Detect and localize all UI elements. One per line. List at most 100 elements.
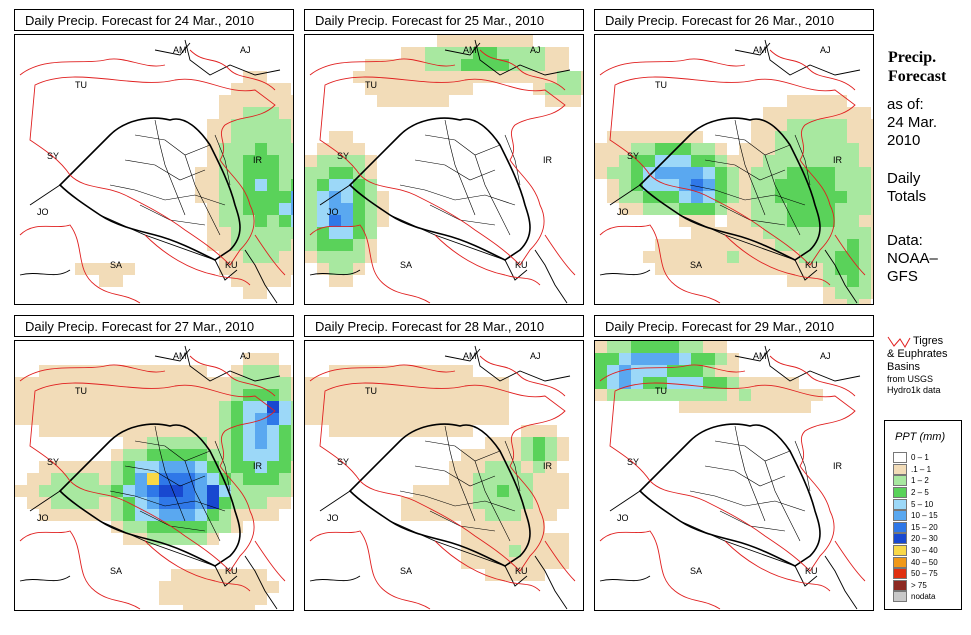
precip-cell [763,389,775,401]
precip-cell [39,389,51,401]
precip-grid [595,341,823,413]
precip-cell [267,275,279,287]
precip-cell [437,485,449,497]
precip-cell [231,449,243,461]
ppt-legend-label: 5 – 10 [911,499,934,509]
precip-cell [123,449,135,461]
basin-boundary [724,234,831,286]
precip-cell [607,179,619,191]
precip-cell [87,485,99,497]
precip-cell [509,533,521,545]
country-boundary [244,249,278,304]
precip-cell [715,353,727,365]
precip-cell [135,437,147,449]
precip-cell [679,215,691,227]
precip-cell [135,449,147,461]
precip-cell [279,461,291,473]
precip-cell [787,239,799,251]
precip-cell [231,275,243,287]
precip-cell [679,155,691,167]
precip-cell [449,461,461,473]
country-label: IR [253,461,263,471]
precip-cell [329,263,341,275]
precip-cell [727,215,739,227]
precip-cell [377,365,389,377]
precip-cell [341,191,353,203]
precip-cell [353,263,365,275]
precip-cell [255,485,267,497]
precip-cell [533,425,545,437]
precip-cell [317,215,329,227]
precip-cell [329,365,341,377]
precip-cell [401,413,413,425]
precip-cell [461,533,473,545]
basin-line4: from USGS [887,374,934,384]
precip-cell [159,389,171,401]
precip-cell [219,203,231,215]
precip-cell [231,437,243,449]
precip-cell [787,389,799,401]
precip-cell [243,401,255,413]
precip-cell [557,59,569,71]
precip-cell [811,251,823,263]
country-label: AM [753,351,767,361]
precip-cell [679,203,691,215]
precip-cell [39,461,51,473]
precip-grid [75,71,293,299]
panel-title: Daily Precip. Forecast for 27 Mar., 2010 [14,315,294,337]
forecast-map: AM AJ TU SY IR JO SA KU [595,341,866,610]
precip-cell [619,203,631,215]
precip-cell [509,521,521,533]
precip-cell [533,461,545,473]
precip-cell [329,239,341,251]
precip-cell [317,179,329,191]
precip-cell [99,473,111,485]
precip-cell [365,83,377,95]
precip-cell [291,401,293,413]
precip-cell [473,509,485,521]
precip-cell [341,425,353,437]
precip-cell [317,251,329,263]
precip-cell [27,389,39,401]
precip-cell [111,377,123,389]
precip-cell [255,95,267,107]
precip-cell [279,473,291,485]
map-26-mar: AM AJ TU SY IR JO SA KU [594,34,874,305]
precip-cell [279,167,291,179]
ppt-legend-label: 30 – 40 [911,546,938,556]
precip-cell [521,437,533,449]
precip-cell [219,437,231,449]
precip-cell [207,167,219,179]
precip-cell [437,83,449,95]
precip-cell [619,389,631,401]
precip-cell [497,47,509,59]
precip-cell [267,119,279,131]
precip-cell [823,263,835,275]
ppt-legend-item: 15 – 20 [893,521,938,534]
precip-cell [557,95,569,107]
country-boundary [638,423,821,567]
country-label: IR [833,155,843,165]
precip-cell [835,203,847,215]
precip-cell [811,143,823,155]
precip-cell [195,509,207,521]
precip-cell [171,401,183,413]
country-boundary [184,39,281,76]
precip-cell [341,239,353,251]
country-label: JO [37,207,49,217]
precip-cell [497,35,509,47]
precip-cell [389,83,401,95]
precip-cell [545,473,557,485]
precip-cell [473,401,485,413]
precip-cell [691,143,703,155]
precip-cell [691,377,703,389]
province-boundary [704,465,786,487]
precip-cell [353,389,365,401]
precip-cell [557,545,569,557]
precip-cell [207,581,219,593]
precip-cell [413,47,425,59]
precip-cell [413,95,425,107]
precip-cell [715,167,727,179]
precip-cell [763,263,775,275]
precip-cell [739,389,751,401]
